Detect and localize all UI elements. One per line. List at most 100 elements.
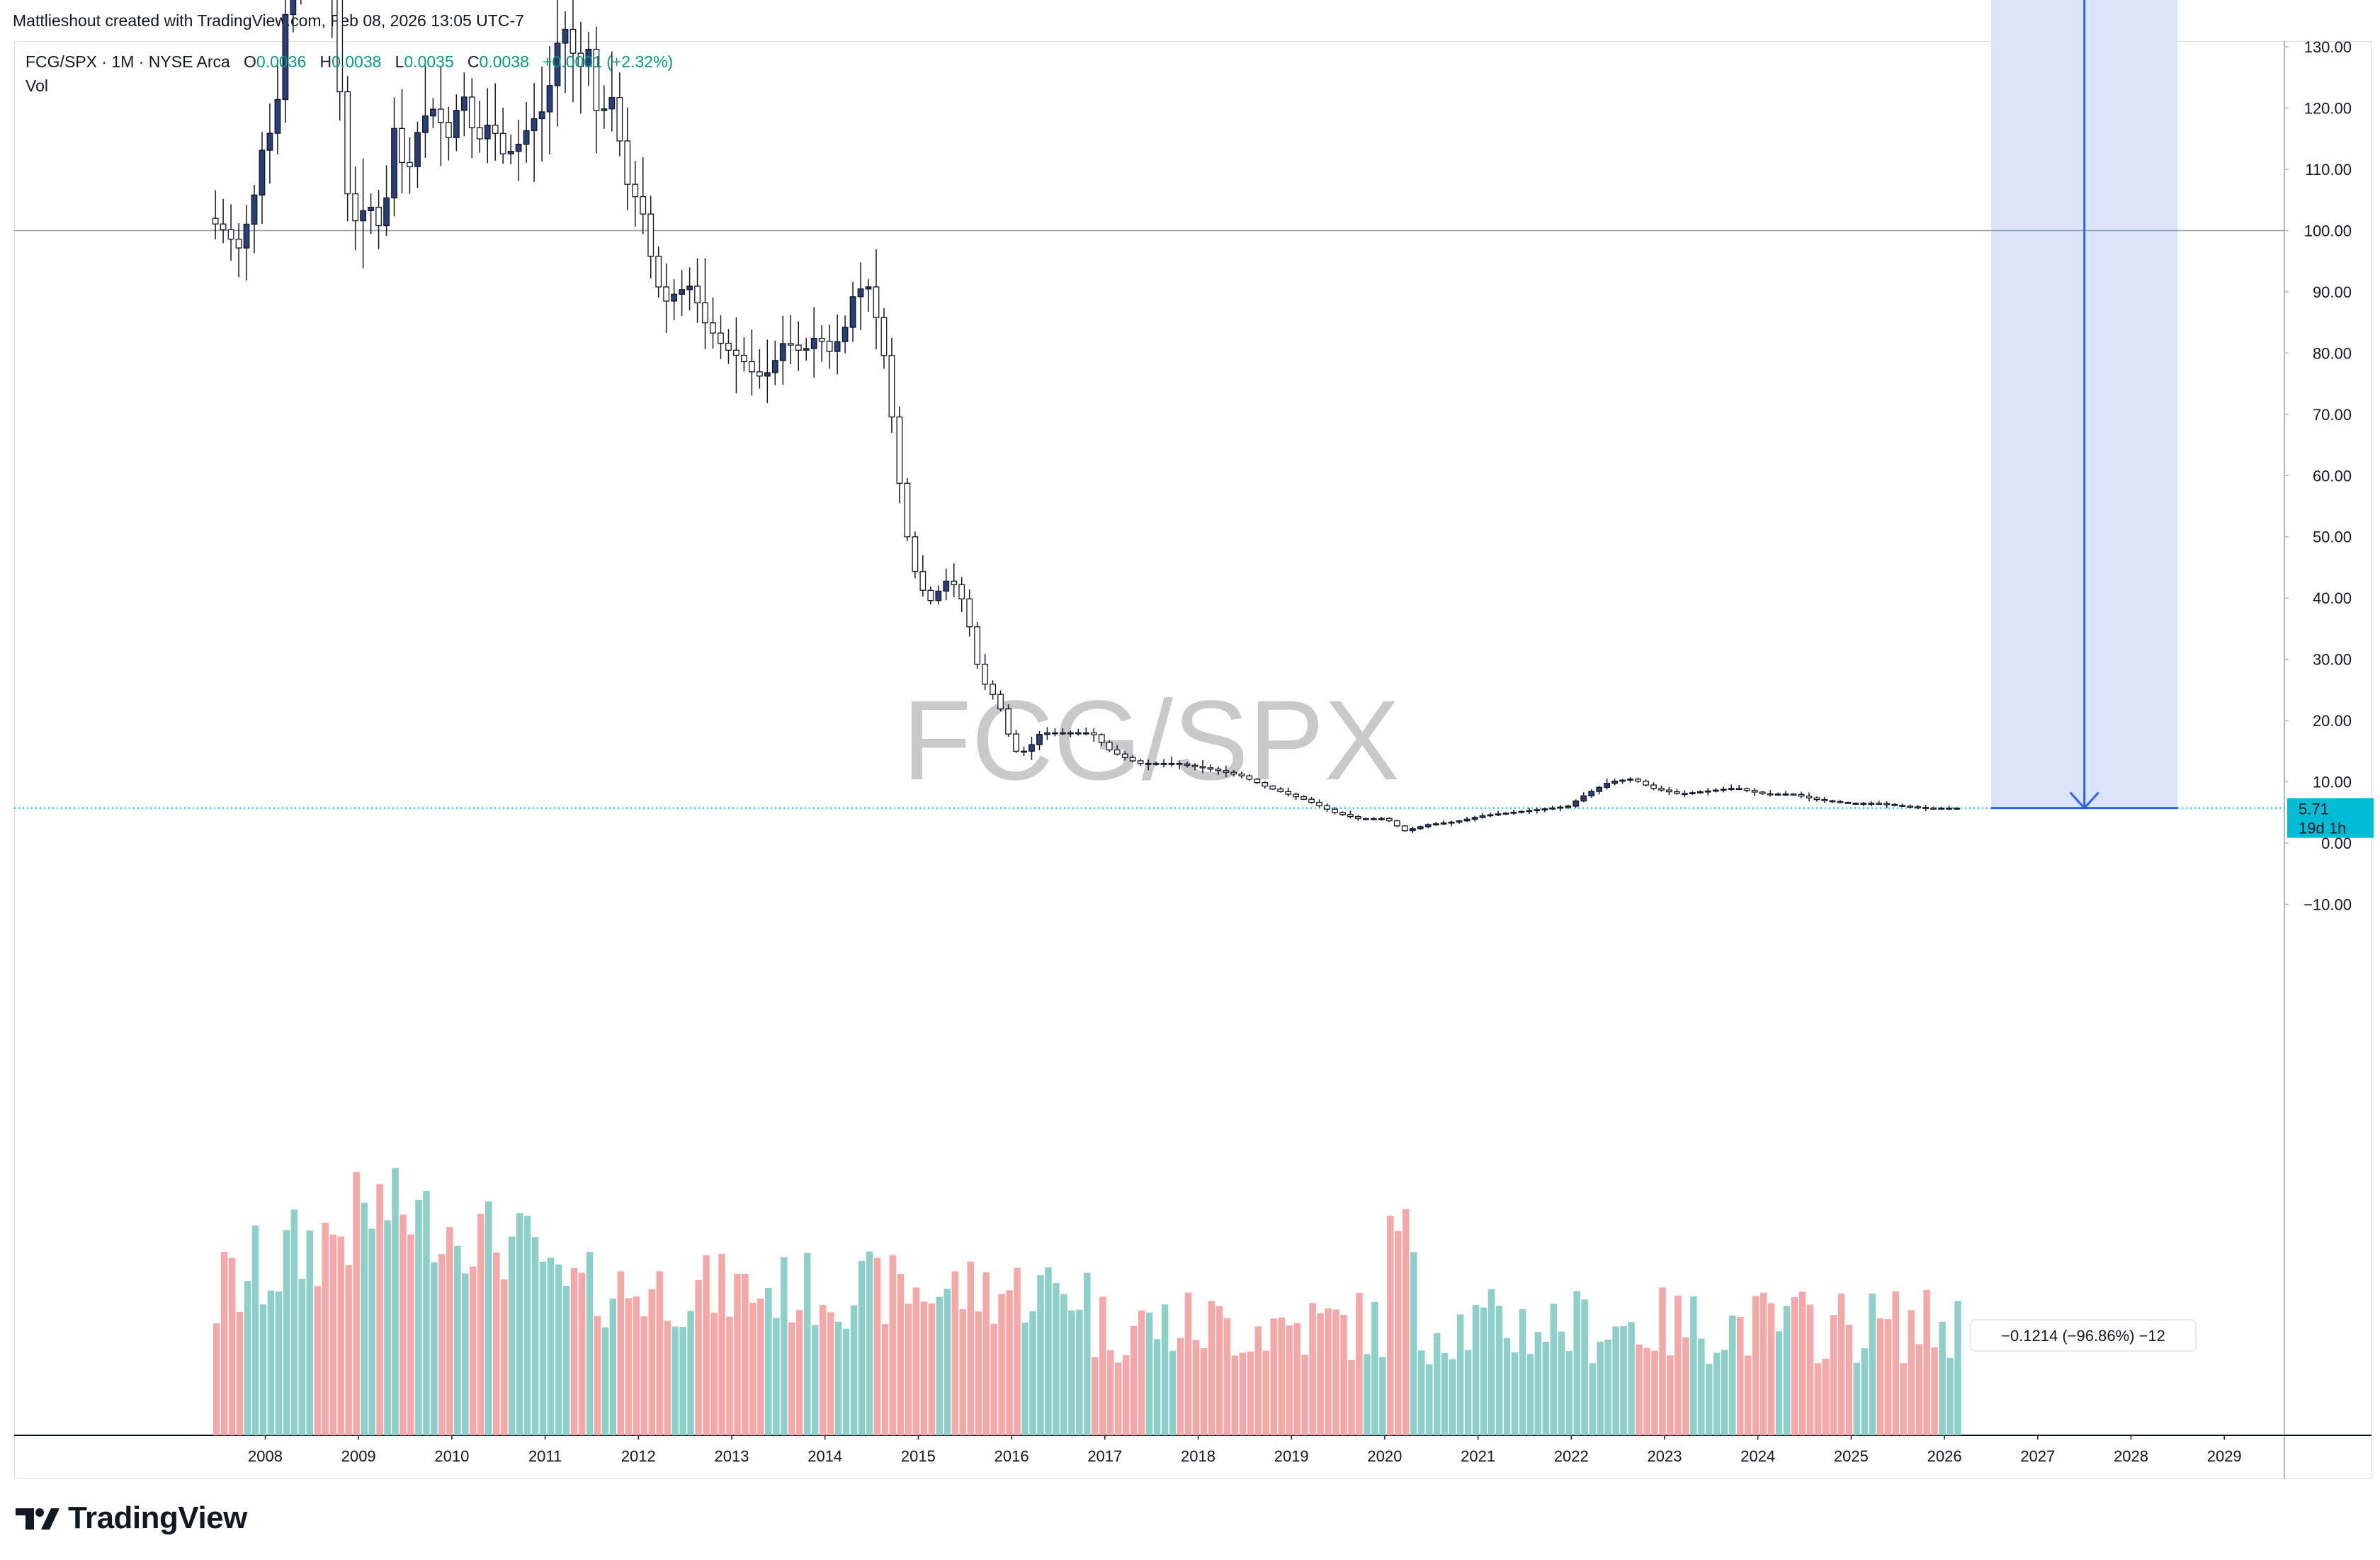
candle-body[interactable] (1635, 779, 1641, 782)
candle-body[interactable] (352, 193, 359, 222)
candle-body[interactable] (935, 590, 942, 601)
candle-body[interactable] (1262, 782, 1269, 787)
candle-body[interactable] (1432, 823, 1439, 825)
candle-body[interactable] (570, 28, 577, 54)
current-price-tag[interactable]: 5.71 (2299, 801, 2329, 818)
candle-body[interactable] (251, 194, 258, 225)
candle-body[interactable] (1106, 742, 1113, 751)
candle-body[interactable] (1098, 734, 1105, 743)
candle-body[interactable] (1409, 828, 1416, 832)
candle-body[interactable] (741, 354, 747, 363)
candle-body[interactable] (1370, 818, 1377, 820)
candle-body[interactable] (1215, 768, 1222, 771)
candle-body[interactable] (624, 140, 631, 185)
candle-body[interactable] (1448, 821, 1455, 824)
candle-body[interactable] (1424, 824, 1432, 827)
candle-body[interactable] (733, 349, 740, 356)
candle-body[interactable] (391, 128, 397, 198)
candle-body[interactable] (1930, 807, 1937, 810)
candle-body[interactable] (1681, 793, 1688, 796)
legend-volume-label[interactable]: Vol (26, 77, 48, 95)
candle-body[interactable] (951, 580, 958, 585)
candle-body[interactable] (445, 122, 452, 138)
candle-body[interactable] (1168, 762, 1175, 765)
candle-body[interactable] (523, 130, 530, 145)
candle-body[interactable] (1572, 800, 1580, 807)
candle-body[interactable] (1308, 798, 1315, 803)
candle-body[interactable] (1059, 732, 1066, 735)
candle-body[interactable] (787, 343, 794, 346)
candle-body[interactable] (865, 286, 872, 290)
candle-body[interactable] (1860, 803, 1867, 805)
candle-body[interactable] (476, 127, 483, 140)
candle-body[interactable] (1611, 780, 1619, 784)
candle-body[interactable] (1052, 732, 1058, 735)
candle-body[interactable] (927, 589, 934, 601)
candle-body[interactable] (1596, 786, 1603, 792)
candle-body[interactable] (227, 229, 234, 240)
candle-body[interactable] (1619, 779, 1626, 782)
candle-body[interactable] (1401, 825, 1408, 832)
candle-body[interactable] (375, 206, 382, 227)
candle-body[interactable] (1852, 803, 1859, 805)
candle-body[interactable] (1674, 791, 1680, 794)
candle-body[interactable] (1246, 775, 1253, 780)
candle-body[interactable] (344, 91, 351, 195)
candle-body[interactable] (1440, 822, 1447, 825)
candle-body[interactable] (1844, 802, 1852, 804)
candle-body[interactable] (1082, 732, 1089, 735)
candle-body[interactable] (1588, 791, 1595, 797)
candle-body[interactable] (679, 289, 686, 295)
candle-body[interactable] (764, 372, 771, 377)
candle-body[interactable] (826, 340, 833, 352)
price-axis[interactable]: 210.00200.00190.00180.00170.00160.00150.… (2284, 0, 2352, 913)
candle-body[interactable] (1829, 800, 1836, 803)
candle-body[interactable] (414, 132, 421, 167)
candle-body[interactable] (1184, 763, 1191, 766)
candle-body[interactable] (1005, 708, 1012, 735)
candle-body[interactable] (616, 97, 623, 142)
candle-body[interactable] (585, 48, 592, 67)
candle-body[interactable] (1114, 749, 1121, 755)
candle-body[interactable] (1471, 817, 1478, 820)
candle-body[interactable] (468, 96, 475, 128)
chart-panel[interactable] (14, 41, 2372, 1479)
candle-body[interactable] (1627, 779, 1633, 781)
candle-body[interactable] (1363, 818, 1369, 820)
candle-body[interactable] (383, 197, 390, 227)
candle-body[interactable] (1915, 806, 1922, 809)
candle-body[interactable] (1518, 810, 1525, 813)
candle-body[interactable] (1938, 808, 1944, 810)
candle-body[interactable] (1891, 803, 1898, 806)
candle-body[interactable] (694, 286, 701, 304)
candle-body[interactable] (1907, 806, 1914, 808)
candle-body[interactable] (1728, 788, 1735, 791)
candle-body[interactable] (888, 355, 895, 418)
candle-body[interactable] (274, 98, 281, 134)
candle-body[interactable] (554, 43, 561, 86)
candle-body[interactable] (577, 52, 584, 67)
candle-body[interactable] (1774, 793, 1781, 796)
candle-body[interactable] (1899, 805, 1906, 807)
candle-body[interactable] (904, 482, 911, 538)
candle-body[interactable] (1378, 818, 1385, 820)
candle-body[interactable] (484, 125, 491, 140)
candle-body[interactable] (1821, 798, 1828, 801)
candle-body[interactable] (1650, 784, 1657, 789)
time-axis[interactable]: 2008 2009 2010 2011 2012 2013 2014 2015 2016 2017… (248, 1435, 2242, 1465)
candle-body[interactable] (1735, 788, 1742, 791)
candle-body[interactable] (259, 149, 266, 196)
candle-body[interactable] (756, 371, 763, 377)
candle-body[interactable] (818, 337, 825, 342)
candle-body[interactable] (243, 223, 250, 249)
candle-body[interactable] (1417, 826, 1424, 830)
candle-body[interactable] (1876, 803, 1883, 805)
candle-body[interactable] (212, 217, 219, 225)
candle-body[interactable] (282, 13, 289, 101)
projection-measure-label[interactable]: −0.1214 (−96.86%) −12 (1970, 1319, 2197, 1352)
candle-body[interactable] (1782, 793, 1789, 796)
candle-body[interactable] (1386, 818, 1393, 822)
candle-body[interactable] (1067, 732, 1074, 735)
candle-body[interactable] (1021, 750, 1027, 753)
